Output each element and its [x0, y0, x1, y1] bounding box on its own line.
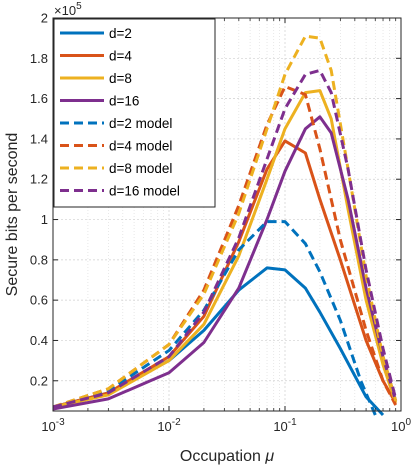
- y-tick-label: 1.8: [30, 51, 48, 66]
- legend-label: d=2: [109, 26, 132, 41]
- labels: Occupation μ Secure bits per second ×105: [4, 1, 274, 465]
- series-line-d-16-model: [52, 68, 398, 409]
- series-line-d-16: [52, 115, 398, 411]
- y-tick-label: 1: [41, 212, 48, 227]
- y-tick-label: 0.2: [30, 373, 48, 388]
- legend-label: d=8 model: [109, 161, 172, 176]
- y-tick-label: 1.6: [30, 91, 48, 106]
- x-axis-label: Occupation μ: [180, 448, 274, 465]
- series-line-d-8: [52, 89, 398, 409]
- y-multiplier-label: ×105: [54, 1, 82, 18]
- y-tick-label: 0.4: [30, 333, 48, 348]
- y-tick-label: 0.8: [30, 252, 48, 267]
- ticks: 10-3 10-2 10-1 1000.20.40.60.811.21.41.61.8…: [30, 11, 412, 435]
- legend: d=2 d=4 d=8 d=16 d=2 model d=4 model d=8 model…: [53, 18, 216, 208]
- y-tick-label: 1.2: [30, 172, 48, 187]
- legend-box: [53, 18, 216, 208]
- legend-label: d=4: [109, 49, 132, 64]
- y-tick-label: 2: [41, 11, 48, 26]
- y-axis-label: Secure bits per second: [4, 133, 21, 297]
- legend-label: d=4 model: [109, 139, 172, 154]
- legend-label: d=2 model: [109, 116, 172, 131]
- y-tick-label: 1.4: [30, 131, 48, 146]
- legend-label: d=8: [109, 71, 132, 86]
- legend-label: d=16: [109, 94, 139, 109]
- legend-label: d=16 model: [109, 184, 180, 199]
- plot-frame: [52, 17, 402, 412]
- series-line-d-8-model: [52, 34, 398, 409]
- series-layer: [52, 34, 398, 417]
- y-tick-label: 0.6: [30, 293, 48, 308]
- series-line-d-2-model: [52, 220, 377, 416]
